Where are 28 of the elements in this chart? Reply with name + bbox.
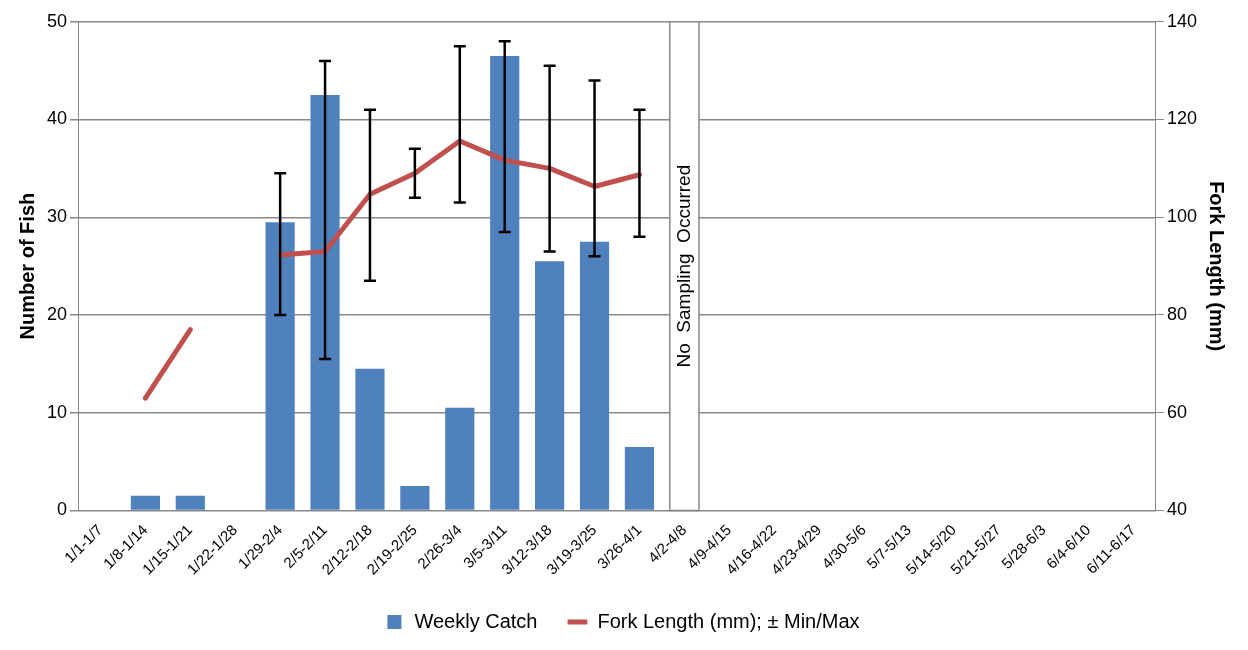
band-label: No Sampling Occurred [672,164,694,368]
y-tick-label: 20 [46,303,68,324]
bar [535,261,565,510]
bar [355,368,385,510]
y-tick-label: 50 [46,10,68,31]
y2-tick-label: 40 [1166,499,1187,520]
y-tick-label: 30 [46,206,68,227]
bar [490,56,520,510]
bar [579,241,610,510]
y2-axis-title: Fork Length (mm) [1206,181,1229,352]
bar [265,222,295,510]
y-tick-label: 0 [57,499,68,520]
bar [445,407,475,510]
bar [310,95,340,510]
y2-tick-label: 120 [1166,108,1198,129]
legend-label: Weekly Catch [414,609,538,632]
bar [175,495,205,510]
y-tick-label: 10 [46,401,68,422]
y2-tick-label: 100 [1166,206,1198,227]
bar [400,486,430,510]
bar [624,446,655,510]
bar [130,495,160,510]
y2-tick-label: 80 [1166,303,1187,324]
y2-tick-label: 60 [1166,401,1187,422]
y2-tick-label: 140 [1166,10,1198,31]
y-axis-title: Number of Fish [15,192,38,340]
legend-label: Fork Length (mm); ± Min/Max [597,609,860,632]
y-tick-label: 40 [46,108,68,129]
